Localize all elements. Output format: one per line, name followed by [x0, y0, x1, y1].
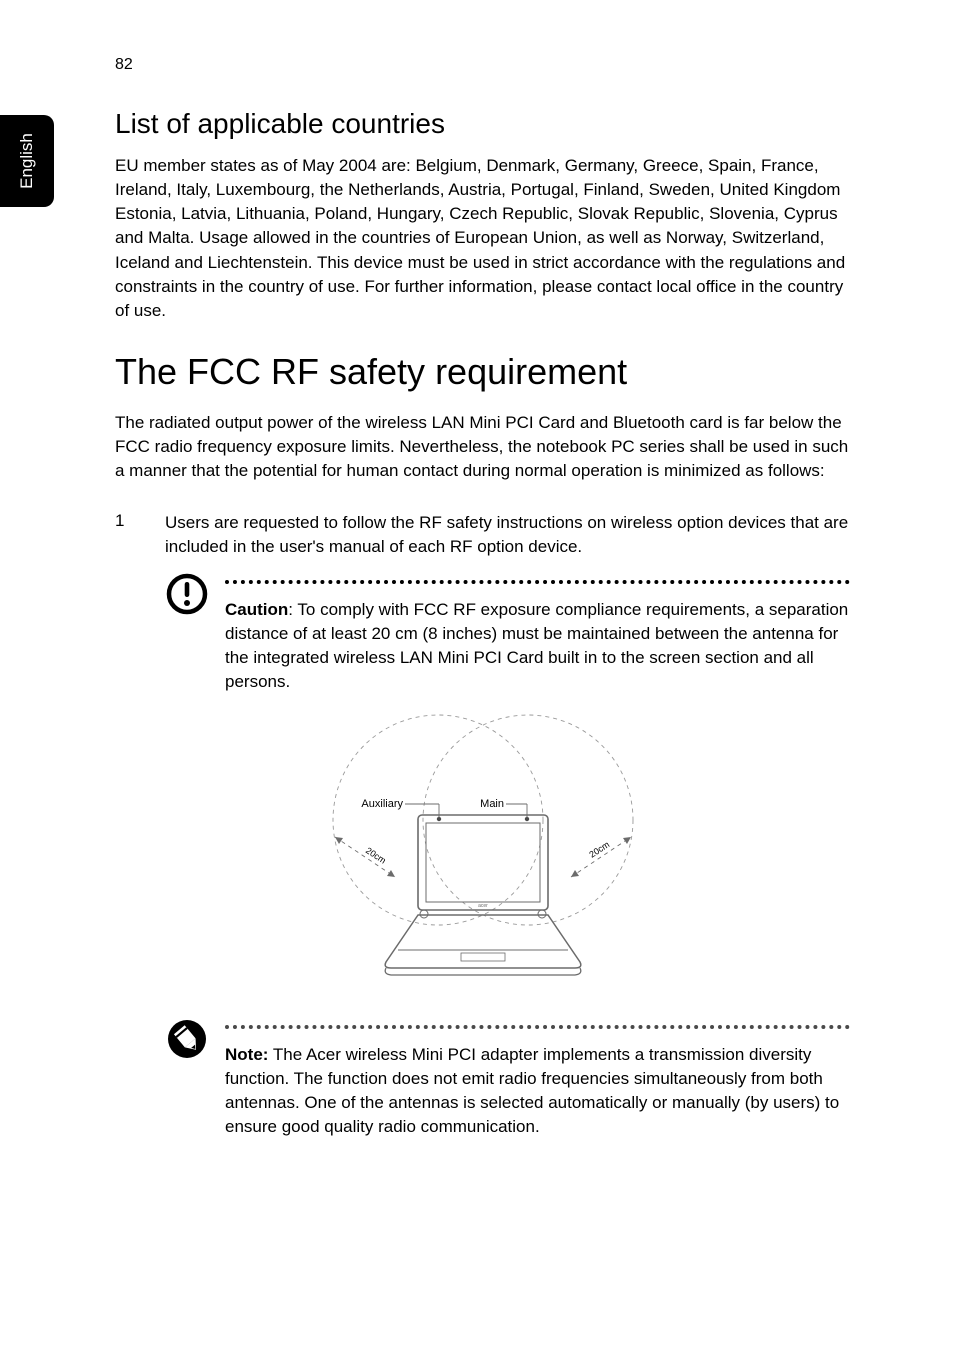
page-number: 82 — [115, 56, 133, 74]
note-callout: Note: The Acer wireless Mini PCI adapter… — [165, 1025, 850, 1140]
note-icon — [165, 1017, 209, 1066]
note-body: The Acer wireless Mini PCI adapter imple… — [225, 1045, 839, 1136]
caution-body: To comply with FCC RF exposure complianc… — [225, 600, 848, 691]
language-tab-label: English — [17, 133, 37, 189]
caution-icon — [165, 572, 209, 621]
note-text: Note: The Acer wireless Mini PCI adapter… — [225, 1043, 850, 1140]
caution-text: Caution: To comply with FCC RF exposure … — [225, 598, 850, 695]
note-rule — [225, 1025, 850, 1029]
fcc-rf-intro: The radiated output power of the wireles… — [115, 411, 850, 483]
diagram-dist-right: 20cm — [587, 839, 611, 859]
caution-callout: Caution: To comply with FCC RF exposure … — [165, 580, 850, 695]
caution-label: Caution — [225, 600, 288, 619]
page-content: List of applicable countries EU member s… — [115, 108, 850, 1156]
list-item-text: Users are requested to follow the RF saf… — [165, 511, 850, 559]
antenna-diagram: Auxiliary Main acer 20cm — [115, 710, 850, 995]
applicable-countries-body: EU member states as of May 2004 are: Bel… — [115, 154, 850, 323]
diagram-brand: acer — [478, 903, 488, 909]
caution-rule — [225, 580, 850, 584]
list-item-number: 1 — [115, 511, 165, 559]
diagram-main-label: Main — [480, 798, 504, 810]
language-tab: English — [0, 115, 54, 207]
fcc-rf-heading: The FCC RF safety requirement — [115, 351, 850, 393]
diagram-dist-left: 20cm — [363, 845, 387, 865]
note-label: Note: — [225, 1045, 268, 1064]
list-item: 1 Users are requested to follow the RF s… — [115, 511, 850, 559]
applicable-countries-heading: List of applicable countries — [115, 108, 850, 140]
diagram-aux-label: Auxiliary — [361, 798, 403, 810]
